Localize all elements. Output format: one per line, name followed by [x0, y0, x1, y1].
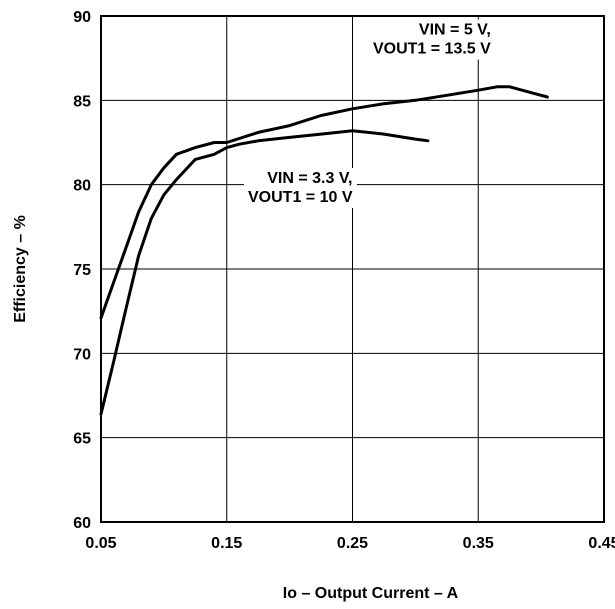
series-line-2 — [99, 129, 430, 416]
annotation-line: VOUT1 = 10 V — [248, 189, 353, 206]
annotation-line: VIN = 5 V, — [419, 22, 491, 39]
x-tick-label: 0.35 — [463, 535, 494, 552]
x-axis-title: Io – Output Current – A — [283, 585, 459, 602]
x-axis-ticks: 0.05 0.15 0.25 0.35 0.45 — [85, 535, 615, 552]
y-axis-title: Efficiency – % — [12, 215, 29, 323]
y-axis-ticks: 60 65 70 75 80 85 90 — [73, 9, 91, 532]
series-line-1 — [99, 85, 549, 320]
plot-frame — [100, 15, 605, 523]
y-tick-label: 75 — [73, 262, 91, 279]
x-tick-label: 0.25 — [337, 535, 368, 552]
y-tick-label: 85 — [73, 93, 91, 110]
annotation-1: VIN = 5 V, VOUT1 = 13.5 V — [368, 19, 496, 60]
y-tick-label: 80 — [73, 178, 91, 195]
y-tick-label: 70 — [73, 346, 91, 363]
annotation-background — [368, 19, 496, 60]
y-tick-label: 90 — [73, 9, 91, 26]
y-tick-label: 60 — [73, 515, 91, 532]
y-tick-label: 65 — [73, 431, 91, 448]
annotation-background — [244, 167, 357, 208]
x-tick-label: 0.45 — [588, 535, 615, 552]
x-tick-label: 0.15 — [211, 535, 242, 552]
annotation-line: VIN = 3.3 V, — [267, 170, 352, 187]
annotation-line: VOUT1 = 13.5 V — [373, 41, 491, 58]
series-group — [99, 85, 549, 416]
grid — [101, 16, 604, 522]
annotation-2: VIN = 3.3 V, VOUT1 = 10 V — [244, 167, 357, 208]
annotations: VIN = 5 V, VOUT1 = 13.5 V VIN = 3.3 V, VOUT… — [244, 19, 496, 208]
x-tick-label: 0.05 — [85, 535, 116, 552]
